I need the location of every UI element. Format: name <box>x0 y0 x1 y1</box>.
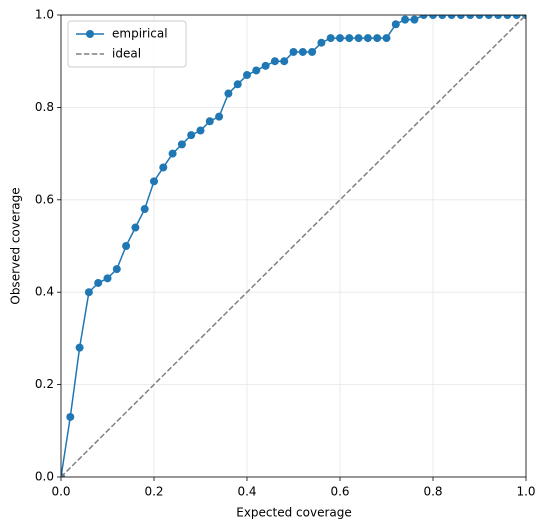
data-point <box>512 15 521 19</box>
y-tick-label: 0.0 <box>35 470 54 484</box>
x-tick-label: 0.4 <box>237 485 256 499</box>
data-point <box>103 274 112 283</box>
data-point <box>66 412 75 421</box>
data-point <box>410 15 419 24</box>
data-point <box>494 15 503 19</box>
data-point <box>177 140 186 149</box>
data-point <box>484 15 493 19</box>
y-tick-label: 0.8 <box>35 100 54 114</box>
data-point <box>215 112 224 121</box>
data-point <box>280 57 289 66</box>
y-tick-label: 0.2 <box>35 377 54 391</box>
data-point <box>475 15 484 19</box>
data-point <box>326 34 335 43</box>
series-line <box>61 15 526 477</box>
data-point <box>196 126 205 135</box>
y-tick-label: 1.0 <box>35 8 54 22</box>
data-point <box>438 15 447 19</box>
x-tick-label: 0.6 <box>330 485 349 499</box>
data-point <box>354 34 363 43</box>
x-tick-label: 0.8 <box>423 485 442 499</box>
data-point <box>317 38 326 47</box>
legend-marker <box>86 30 94 38</box>
data-point <box>289 47 298 56</box>
data-point <box>252 66 261 75</box>
x-axis-label: Expected coverage <box>236 506 352 520</box>
data-point <box>382 34 391 43</box>
data-point <box>112 265 121 274</box>
y-tick-label: 0.6 <box>35 192 54 206</box>
data-point <box>345 34 354 43</box>
data-point <box>401 15 410 24</box>
legend-label: ideal <box>112 47 141 61</box>
x-tick-label: 1.0 <box>516 485 535 499</box>
plot-frame <box>60 14 527 478</box>
data-point <box>187 131 196 140</box>
data-point <box>131 223 140 232</box>
plot-area <box>61 15 526 477</box>
data-point <box>75 343 84 352</box>
data-point <box>94 278 103 287</box>
data-point <box>205 117 214 126</box>
data-point <box>336 34 344 43</box>
x-tick-label: 0.2 <box>144 485 163 499</box>
data-point <box>298 47 307 56</box>
data-point <box>308 47 317 56</box>
data-point <box>391 20 400 29</box>
y-axis-label: Observed coverage <box>9 187 23 304</box>
data-point <box>419 15 428 19</box>
data-point <box>140 205 149 214</box>
data-point <box>233 80 242 89</box>
data-point <box>122 242 131 250</box>
data-point <box>373 34 382 43</box>
legend-box <box>67 20 187 68</box>
data-point <box>168 149 177 158</box>
data-point <box>261 61 270 70</box>
data-point <box>243 71 251 80</box>
data-point <box>456 15 465 19</box>
data-point <box>363 34 372 43</box>
data-point <box>503 15 512 19</box>
data-point <box>429 15 437 19</box>
x-tick-label: 0.0 <box>51 485 70 499</box>
data-point <box>447 15 456 19</box>
data-point <box>150 177 158 186</box>
data-point <box>84 288 93 297</box>
y-tick-label: 0.4 <box>35 285 54 299</box>
data-point <box>159 163 168 172</box>
data-point <box>466 15 475 19</box>
legend-label: empirical <box>112 27 168 41</box>
data-point <box>224 89 233 98</box>
data-point <box>270 57 279 66</box>
